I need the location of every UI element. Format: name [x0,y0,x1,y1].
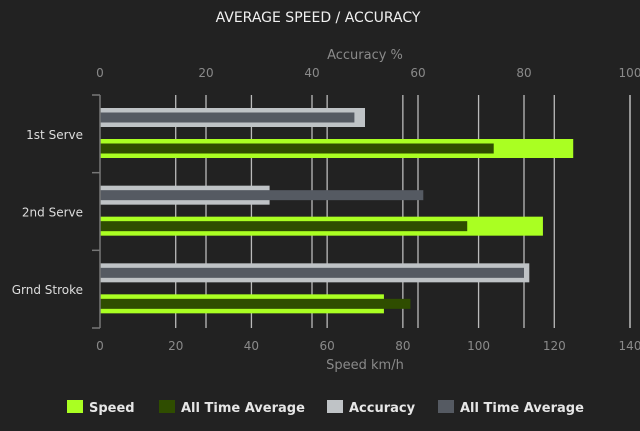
bottom-tick-label: 100 [467,339,490,353]
legend-swatch [438,400,454,413]
top-tick-label: 0 [96,66,104,80]
bar-speed-average [100,298,411,309]
top-tick-label: 40 [304,66,319,80]
bottom-tick-label: 40 [244,339,259,353]
bar-speed-average [100,221,468,232]
bottom-tick-label: 80 [395,339,410,353]
legend-label: All Time Average [181,401,305,416]
category-label: 1st Serve [26,128,83,142]
top-tick-label: 80 [516,66,531,80]
legend-label: All Time Average [460,401,584,416]
legend-swatch [327,400,343,413]
top-tick-label: 100 [619,66,640,80]
bar-accuracy-average [100,190,424,201]
legend-label: Speed [89,401,135,416]
bar-speed-average [100,143,494,154]
top-axis-label: Accuracy % [327,48,403,63]
category-label: 2nd Serve [22,206,83,220]
bottom-tick-label: 20 [168,339,183,353]
bar-accuracy-average [100,267,524,278]
legend-label: Accuracy [349,401,416,416]
bottom-tick-label: 120 [543,339,566,353]
bottom-tick-label: 60 [320,339,335,353]
bottom-axis-label: Speed km/h [326,358,404,373]
bar-accuracy-average [100,112,355,123]
chart-title: AVERAGE SPEED / ACCURACY [216,10,421,26]
legend-swatch [159,400,175,413]
bottom-tick-label: 140 [619,339,640,353]
bottom-tick-label: 0 [96,339,104,353]
top-tick-label: 20 [198,66,213,80]
top-tick-label: 60 [410,66,425,80]
legend-swatch [67,400,83,413]
category-label: Grnd Stroke [12,283,83,297]
